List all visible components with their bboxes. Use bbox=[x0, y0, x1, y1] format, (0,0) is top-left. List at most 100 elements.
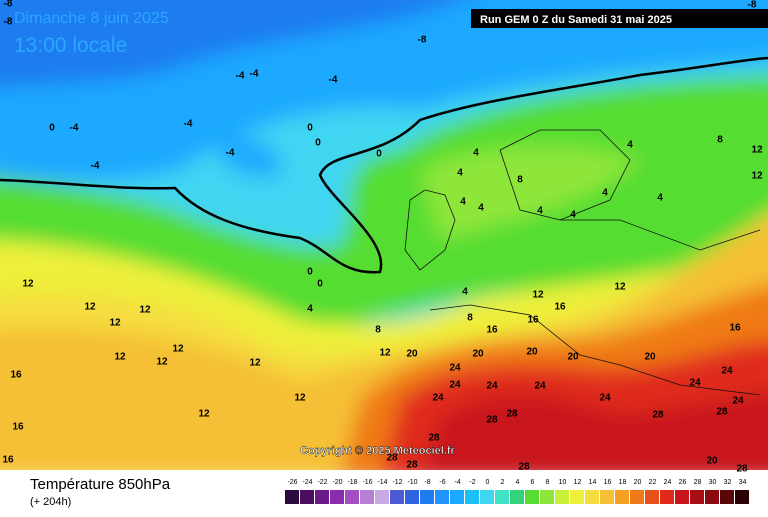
contour-label: 24 bbox=[486, 381, 498, 392]
legend-swatch bbox=[720, 490, 734, 504]
contour-label: 16 bbox=[554, 302, 566, 313]
contour-label: 12 bbox=[751, 145, 763, 156]
legend-swatch bbox=[405, 490, 419, 504]
legend-label: 8 bbox=[546, 479, 550, 486]
legend-swatch bbox=[600, 490, 614, 504]
contour-label: 0 bbox=[307, 267, 313, 278]
contour-label: 28 bbox=[386, 453, 398, 464]
legend-label: -20 bbox=[332, 479, 342, 486]
contour-label: 8 bbox=[717, 135, 723, 146]
legend-swatch bbox=[375, 490, 389, 504]
footer-title: Température 850hPa bbox=[30, 476, 171, 493]
contour-label: 24 bbox=[432, 393, 444, 404]
legend-swatch bbox=[555, 490, 569, 504]
contour-label: 8 bbox=[517, 175, 523, 186]
legend-swatch bbox=[585, 490, 599, 504]
legend-label: 32 bbox=[724, 479, 732, 486]
legend-swatch bbox=[480, 490, 494, 504]
contour-label: 12 bbox=[294, 393, 306, 404]
legend-swatch bbox=[660, 490, 674, 504]
contour-label: 0 bbox=[315, 138, 321, 149]
date: Dimanche 8 juin 2025 bbox=[14, 10, 169, 27]
legend-label: 6 bbox=[531, 479, 535, 486]
legend-swatch bbox=[570, 490, 584, 504]
contour-label: 12 bbox=[109, 318, 121, 329]
contour-label: 24 bbox=[449, 380, 461, 391]
legend-label: -22 bbox=[317, 479, 327, 486]
legend-label: -16 bbox=[362, 479, 372, 486]
contour-label: 12 bbox=[156, 357, 168, 368]
contour-label: 12 bbox=[198, 409, 210, 420]
contour-label: 20 bbox=[472, 349, 484, 360]
legend-swatch bbox=[615, 490, 629, 504]
legend-swatch bbox=[540, 490, 554, 504]
contour-label: -4 bbox=[226, 148, 235, 159]
contour-label: 12 bbox=[84, 302, 96, 313]
legend-swatch bbox=[645, 490, 659, 504]
legend-label: 30 bbox=[709, 479, 717, 486]
legend-label: 34 bbox=[739, 479, 747, 486]
contour-label: 4 bbox=[602, 188, 608, 199]
zero-isotherm bbox=[0, 56, 768, 274]
contour-label: 8 bbox=[467, 313, 473, 324]
contour-label: 12 bbox=[532, 290, 544, 301]
legend-swatch bbox=[690, 490, 704, 504]
contour-label: 0 bbox=[307, 123, 313, 134]
contour-label: -8 bbox=[4, 17, 13, 28]
legend-swatch bbox=[390, 490, 404, 504]
contour-label: 4 bbox=[307, 304, 313, 315]
legend-label: -24 bbox=[302, 479, 312, 486]
legend-swatch bbox=[525, 490, 539, 504]
contour-label: 20 bbox=[526, 347, 538, 358]
contour-label: 28 bbox=[716, 407, 728, 418]
contour-label: 12 bbox=[114, 352, 126, 363]
contour-label: 24 bbox=[721, 366, 733, 377]
legend-label: -12 bbox=[392, 479, 402, 486]
contour-label: 28 bbox=[506, 409, 518, 420]
contour-label: 20 bbox=[706, 456, 718, 467]
contour-label: 12 bbox=[139, 305, 151, 316]
contour-label: 0 bbox=[317, 279, 323, 290]
run-box bbox=[471, 9, 768, 28]
legend-swatch bbox=[300, 490, 314, 504]
temperature-field bbox=[0, 0, 768, 480]
legend-label: 0 bbox=[486, 479, 490, 486]
contour-label: 0 bbox=[376, 149, 382, 160]
contour-label: 4 bbox=[627, 140, 633, 151]
contour-label: 24 bbox=[689, 378, 701, 389]
contour-label: 28 bbox=[518, 462, 530, 473]
legend-swatch bbox=[435, 490, 449, 504]
contour-label: 20 bbox=[567, 352, 579, 363]
legend-swatch bbox=[465, 490, 479, 504]
legend-swatch bbox=[510, 490, 524, 504]
contour-label: 24 bbox=[599, 393, 611, 404]
contour-label: -8 bbox=[4, 0, 13, 10]
contour-label: 8 bbox=[375, 325, 381, 336]
legend-label: -18 bbox=[347, 479, 357, 486]
legend-label: -14 bbox=[377, 479, 387, 486]
legend-label: -6 bbox=[439, 479, 445, 486]
legend-label: 16 bbox=[604, 479, 612, 486]
legend-swatch bbox=[675, 490, 689, 504]
contour-label: 4 bbox=[657, 193, 663, 204]
contour-label: -4 bbox=[329, 75, 338, 86]
contour-label: -4 bbox=[184, 119, 193, 130]
contour-label: 28 bbox=[406, 460, 418, 471]
contour-label: 28 bbox=[736, 464, 748, 475]
legend-swatch bbox=[735, 490, 749, 504]
contour-label: 28 bbox=[486, 415, 498, 426]
legend-swatch bbox=[495, 490, 509, 504]
contour-label: -8 bbox=[748, 0, 757, 11]
legend-label: -26 bbox=[287, 479, 297, 486]
contour-label: 16 bbox=[527, 315, 539, 326]
run-info: Run GEM 0 Z du Samedi 31 mai 2025 bbox=[480, 14, 672, 26]
contour-label: 16 bbox=[486, 325, 498, 336]
contour-label: 20 bbox=[406, 349, 418, 360]
legend-label: 18 bbox=[619, 479, 627, 486]
contour-label: -8 bbox=[418, 35, 427, 46]
contour-label: 28 bbox=[652, 410, 664, 421]
contour-label: 12 bbox=[379, 348, 391, 359]
contour-label: 4 bbox=[462, 287, 468, 298]
legend-label: -4 bbox=[454, 479, 460, 486]
